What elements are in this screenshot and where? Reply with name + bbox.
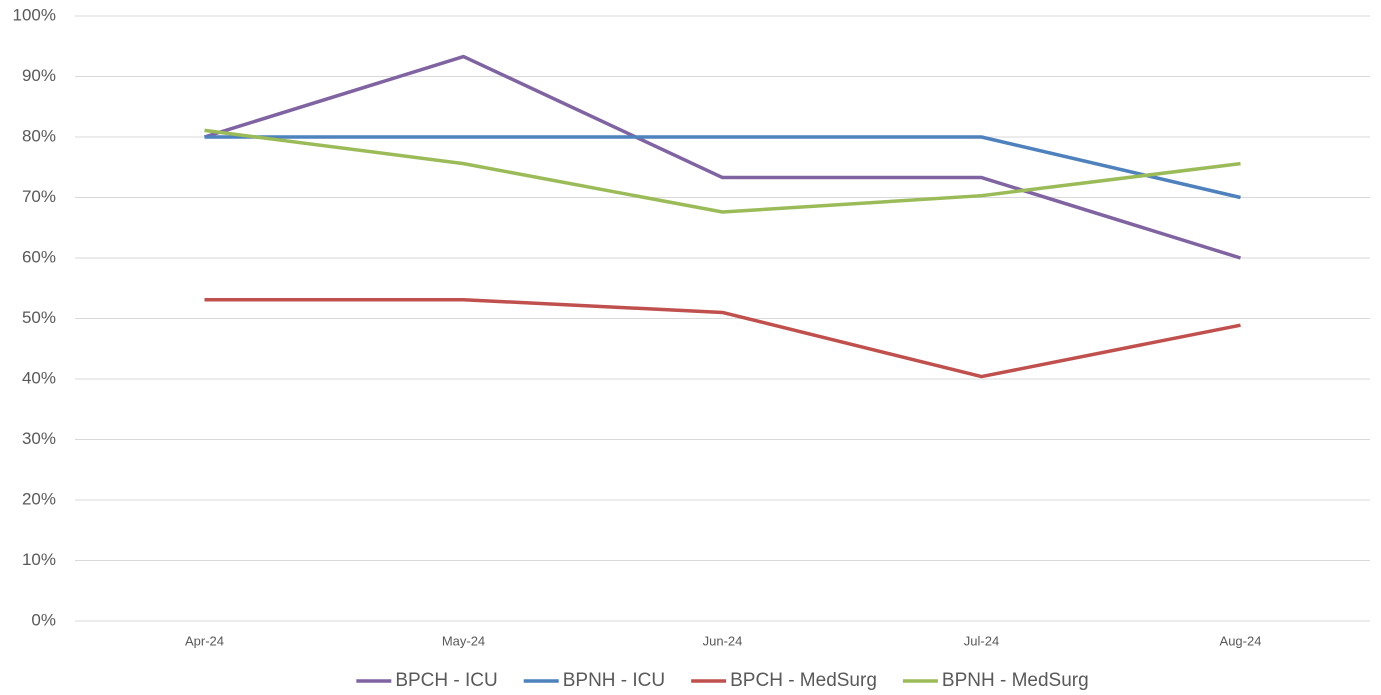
x-tick-label: Apr-24 <box>185 633 224 648</box>
y-tick-label: 20% <box>22 489 56 508</box>
series-line <box>204 297 1241 379</box>
series-line <box>204 135 1241 200</box>
y-tick-label: 10% <box>22 550 56 569</box>
y-tick-label: 0% <box>31 610 56 629</box>
y-tick-label: 60% <box>22 247 56 266</box>
y-tick-label: 80% <box>22 126 56 145</box>
x-tick-label: Aug-24 <box>1220 633 1262 648</box>
x-tick-label: Jun-24 <box>703 633 743 648</box>
x-tick-label: Jul-24 <box>964 633 999 648</box>
y-tick-label: 90% <box>22 66 56 85</box>
x-tick-label: May-24 <box>442 633 485 648</box>
y-tick-label: 40% <box>22 368 56 387</box>
series-line <box>203 54 1242 260</box>
legend-label: BPNH - MedSurg <box>942 670 1089 691</box>
series-line <box>204 128 1241 214</box>
y-tick-label: 50% <box>22 308 56 327</box>
y-tick-label: 70% <box>22 187 56 206</box>
y-tick-label: 30% <box>22 429 56 448</box>
y-tick-label: 100% <box>13 5 56 24</box>
legend-label: BPCH - MedSurg <box>730 670 877 691</box>
legend-label: BPCH - ICU <box>395 670 497 691</box>
legend-label: BPNH - ICU <box>563 670 665 691</box>
